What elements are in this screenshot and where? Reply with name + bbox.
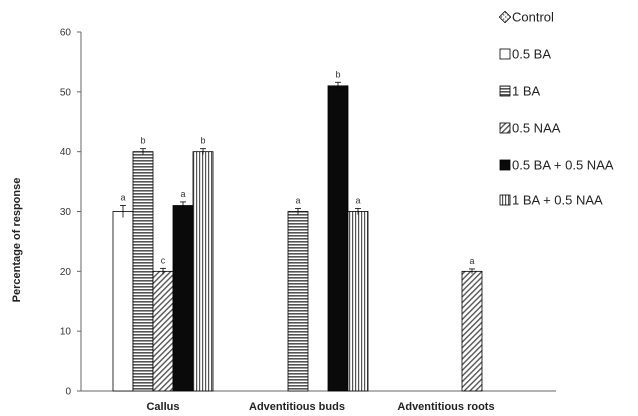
- legend-swatch: [499, 159, 511, 171]
- legend-label: 0.5 BA: [512, 47, 551, 62]
- legend: Control 0.5 BA 1 BA 0.5 NAA 0.5 BA + 0.5 NAA…: [498, 10, 614, 208]
- y-tick-label: 50: [60, 87, 72, 98]
- bar-callus-0-5-ba-0-5-naa: [172, 205, 194, 392]
- y-tick-label: 60: [60, 28, 72, 39]
- bar-adventitious-roots-0-5-naa: [461, 270, 483, 392]
- significance-letter: b: [140, 136, 145, 146]
- bar-callus-0-5-ba: [112, 211, 134, 392]
- legend-swatch: [499, 48, 511, 60]
- legend-label: 0.5 BA + 0.5 NAA: [512, 158, 614, 173]
- bar-adventitious-buds-1-ba-0-5-naa: [347, 211, 369, 392]
- bar-adventitious-buds-1-ba: [287, 211, 309, 392]
- legend-label: Control: [512, 10, 554, 25]
- category-label-callus: Callus: [146, 401, 179, 413]
- bar-callus-0-5-naa: [152, 270, 174, 392]
- bars-layer: a b c a b a b a a: [112, 69, 483, 392]
- legend-item-0-5-ba: 0.5 BA: [499, 47, 551, 62]
- significance-letter: a: [120, 193, 125, 203]
- y-axis-label: Percentage of response: [11, 178, 23, 303]
- significance-letter: a: [469, 256, 474, 266]
- legend-swatch: [498, 10, 512, 24]
- legend-item-0-5-ba-0-5-naa: 0.5 BA + 0.5 NAA: [499, 158, 614, 173]
- legend-swatch: [499, 122, 511, 134]
- y-tick-label: 40: [60, 147, 72, 158]
- significance-letter: b: [200, 136, 205, 146]
- legend-label: 0.5 NAA: [512, 121, 561, 136]
- legend-item-1-ba-0-5-naa: 1 BA + 0.5 NAA: [499, 193, 603, 208]
- bar-callus-1-ba-0-5-naa: [192, 151, 214, 392]
- y-tick-label: 0: [65, 387, 71, 398]
- legend-item-control: Control: [498, 10, 554, 25]
- legend-label: 1 BA: [512, 84, 541, 99]
- significance-letter: a: [180, 189, 185, 199]
- bar-callus-1-ba: [132, 151, 154, 392]
- legend-item-0-5-naa: 0.5 NAA: [499, 121, 561, 136]
- legend-item-1-ba: 1 BA: [499, 84, 541, 99]
- y-axis: 0 10 20 30 40 50 60: [60, 28, 82, 398]
- category-label-adventitious-roots: Adventitious roots: [397, 401, 494, 413]
- legend-swatch: [499, 85, 511, 97]
- y-tick-label: 30: [60, 207, 72, 218]
- significance-letter: b: [335, 69, 340, 79]
- legend-label: 1 BA + 0.5 NAA: [512, 193, 603, 208]
- category-labels: Callus Adventitious buds Adventitious root…: [146, 401, 494, 413]
- significance-letter: c: [161, 255, 166, 265]
- bar-adventitious-buds-0-5-ba-0-5-naa: [327, 85, 349, 392]
- y-tick-label: 20: [60, 267, 72, 278]
- significance-letter: a: [295, 196, 300, 206]
- significance-letter: a: [355, 196, 360, 206]
- y-ticks: 0 10 20 30 40 50 60: [60, 28, 81, 398]
- y-tick-label: 10: [60, 327, 72, 338]
- legend-swatch: [499, 194, 511, 206]
- category-label-adventitious-buds: Adventitious buds: [249, 401, 345, 413]
